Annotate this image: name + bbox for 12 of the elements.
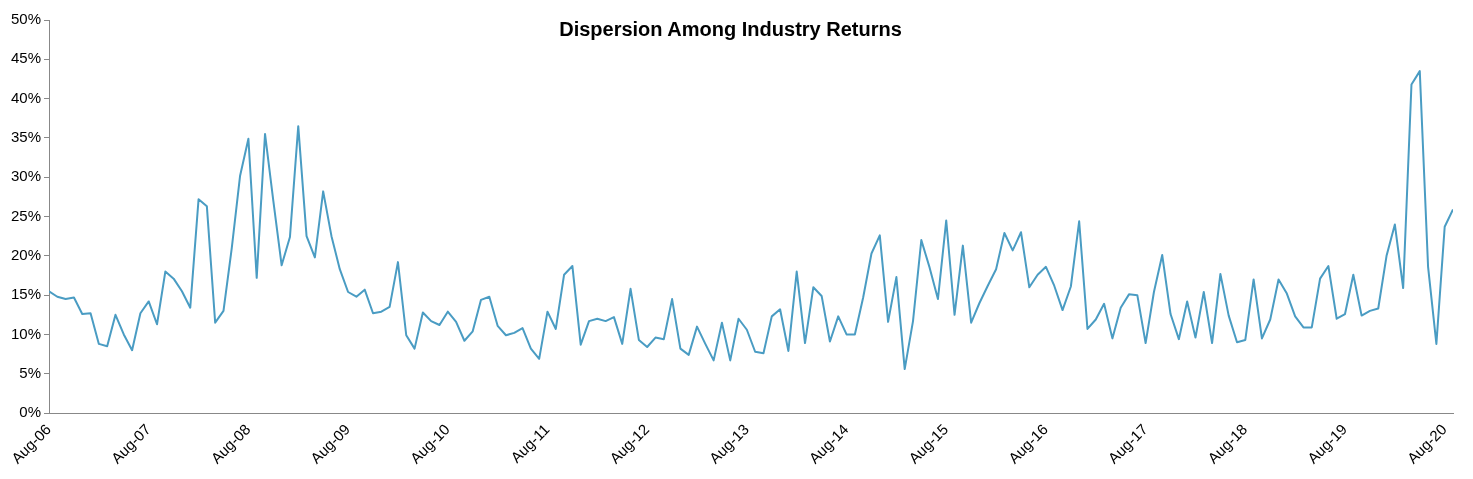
- y-tick-label: 20%: [10, 245, 42, 263]
- chart-title: Dispersion Among Industry Returns: [559, 17, 902, 40]
- y-tick-label: 25%: [10, 206, 42, 224]
- y-tick-label: 35%: [10, 128, 42, 146]
- y-tick-label: 0%: [19, 403, 42, 421]
- y-tick-label: 50%: [10, 10, 42, 28]
- y-tick-label: 15%: [10, 285, 42, 303]
- y-tick-label: 45%: [10, 49, 42, 67]
- y-tick-label: 10%: [10, 324, 42, 342]
- y-tick-label: 30%: [10, 167, 42, 185]
- y-tick-label: 5%: [19, 363, 42, 381]
- y-tick-label: 40%: [10, 88, 42, 106]
